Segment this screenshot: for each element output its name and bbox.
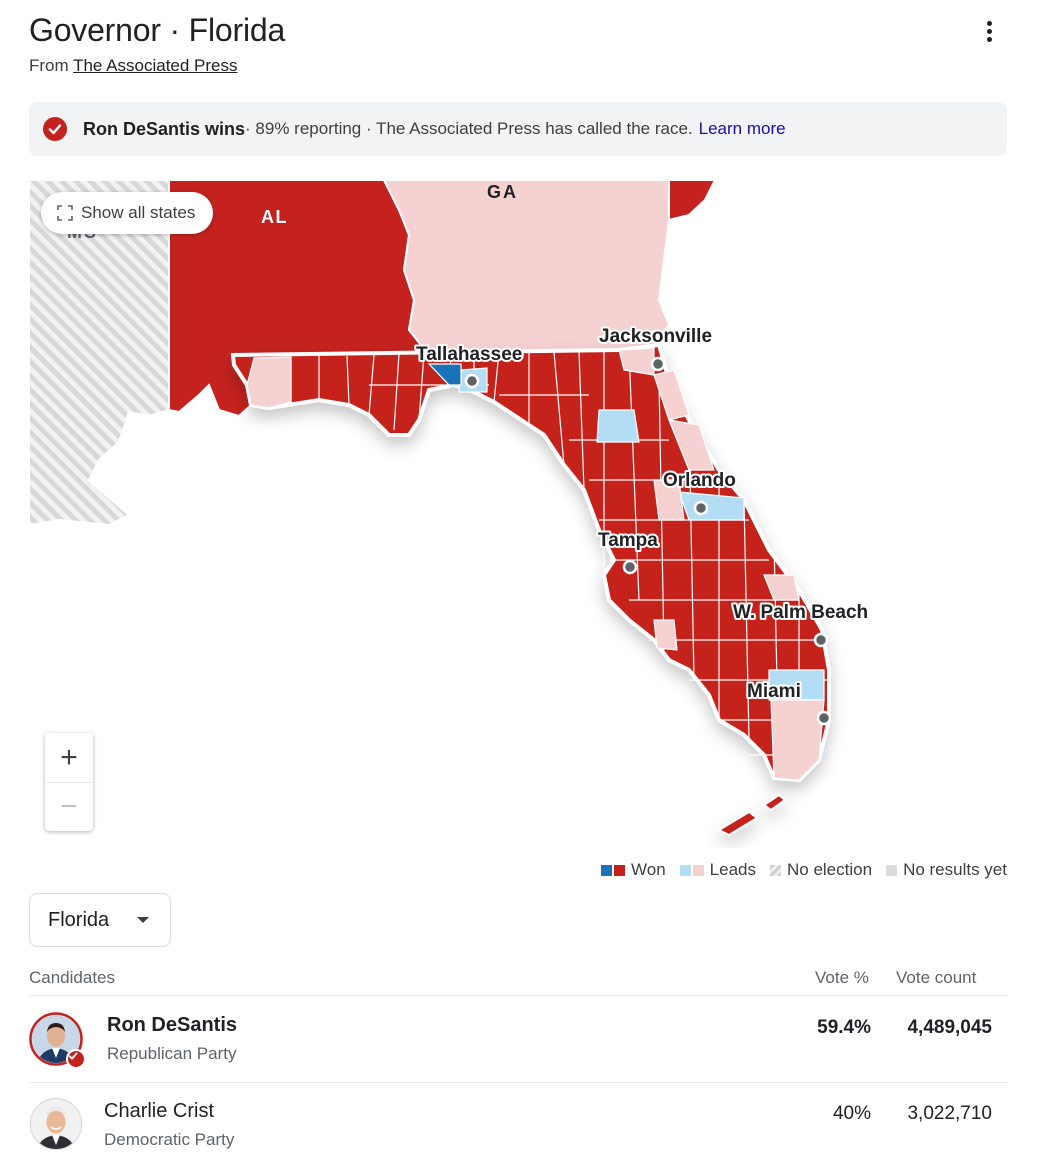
region-select[interactable]: Florida <box>29 893 171 947</box>
winner-text: Ron DeSantis wins <box>83 118 246 139</box>
learn-more-link[interactable]: Learn more <box>698 119 786 138</box>
more-options-icon[interactable] <box>972 14 1006 48</box>
expand-icon <box>57 205 73 221</box>
caret-down-icon <box>137 917 150 923</box>
zoom-controls: + − <box>45 733 93 831</box>
reporting-status: · 89% reporting · The Associated Press h… <box>245 119 693 138</box>
source-line: From The Associated Press <box>29 56 238 76</box>
legend-swatch-rep-lead <box>692 864 704 876</box>
race-called-banner: Ron DeSantis wins · 89% reporting · The … <box>29 102 1007 156</box>
source-link[interactable]: The Associated Press <box>73 56 238 75</box>
election-map[interactable]: AL GA MS Tallahassee Jacksonville Orland… <box>29 180 1007 848</box>
map-legend: Won Leads No election No results yet <box>601 860 1007 880</box>
page-title: Governor · Florida <box>29 12 286 48</box>
florida-county-map[interactable]: AL GA MS Tallahassee Jacksonville Orland… <box>29 180 1007 848</box>
source-prefix: From <box>29 56 69 75</box>
legend-leads-label: Leads <box>709 860 756 879</box>
state-sc <box>668 180 717 222</box>
table-row[interactable]: Ron DeSantis Republican Party 59.4% 4,48… <box>29 997 1007 1083</box>
legend-swatch-dem-lead <box>679 864 691 876</box>
city-label-tampa: Tampa <box>598 530 658 551</box>
header-vote-pct: Vote % <box>815 968 869 987</box>
city-label-w-palm-beach: W. Palm Beach <box>733 602 868 623</box>
legend-no-results: No results yet <box>886 860 1007 880</box>
state-label-al: AL <box>261 207 288 227</box>
city-label-jacksonville: Jacksonville <box>599 326 712 347</box>
legend-no-results-label: No results yet <box>903 860 1007 879</box>
winner-check-icon <box>66 1049 86 1069</box>
legend-won: Won <box>601 860 666 880</box>
city-markers <box>464 356 832 726</box>
vote-pct: 40% <box>832 1103 871 1124</box>
state-label-ga: GA <box>487 182 518 202</box>
region-select-value: Florida <box>48 908 110 931</box>
avatar <box>29 1012 86 1069</box>
header-candidates: Candidates <box>29 968 116 987</box>
legend-won-label: Won <box>631 860 666 879</box>
zoom-out-button[interactable]: − <box>45 782 93 831</box>
vote-count: 4,489,045 <box>907 1017 992 1038</box>
legend-swatch-rep-won <box>614 864 626 876</box>
legend-swatch-no-results <box>886 864 898 876</box>
city-label-orlando: Orlando <box>663 470 736 491</box>
legend-no-election-label: No election <box>787 860 873 879</box>
vote-count: 3,022,710 <box>907 1103 992 1124</box>
legend-swatch-dem-won <box>601 864 613 876</box>
zoom-in-button[interactable]: + <box>60 740 78 774</box>
candidate-name: Ron DeSantis <box>107 1014 238 1036</box>
avatar <box>29 1097 83 1151</box>
state-fl[interactable] <box>230 342 831 837</box>
candidate-name: Charlie Crist <box>104 1100 215 1122</box>
table-row[interactable]: Charlie Crist Democratic Party 40% 3,022… <box>29 1083 1007 1159</box>
legend-no-election: No election <box>770 860 872 880</box>
candidate-party: Democratic Party <box>104 1130 235 1149</box>
header-vote-count: Vote count <box>896 968 977 987</box>
candidate-party: Republican Party <box>107 1044 237 1063</box>
check-circle-icon <box>43 117 67 141</box>
vote-pct: 59.4% <box>817 1017 871 1038</box>
legend-leads: Leads <box>679 860 756 880</box>
city-label-miami: Miami <box>747 681 801 702</box>
city-label-tallahassee: Tallahassee <box>416 344 522 365</box>
results-table-header: Candidates Vote % Vote count <box>29 966 1007 996</box>
legend-swatch-no-election <box>770 864 781 876</box>
show-all-states-label: Show all states <box>81 203 196 222</box>
state-ms <box>29 180 170 527</box>
show-all-states-button[interactable]: Show all states <box>41 192 214 234</box>
